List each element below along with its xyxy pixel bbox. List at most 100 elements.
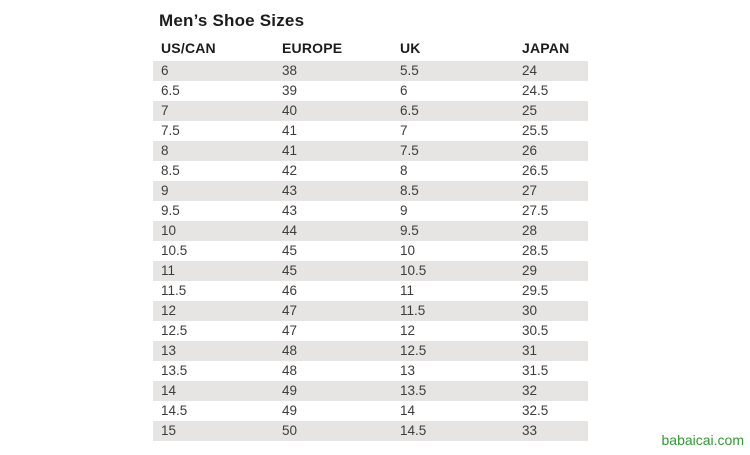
- table-cell: 13: [400, 363, 416, 378]
- column-header: UK: [392, 37, 514, 61]
- table-cell: 6: [400, 83, 408, 98]
- table-cell: 11: [400, 283, 415, 298]
- table-row: 6.5 39 6 24.5: [153, 81, 588, 101]
- table-cell: 9: [400, 203, 408, 218]
- table-cell: 7: [161, 103, 169, 118]
- table-cell: 14: [400, 403, 416, 418]
- table-cell: 8.5: [400, 183, 419, 198]
- table-cell: 7: [400, 123, 408, 138]
- table-cell: 41: [282, 123, 298, 138]
- table-cell: 26: [522, 143, 538, 158]
- table-cell: 45: [282, 243, 298, 258]
- table-cell: 12.5: [400, 343, 427, 358]
- table-row: 9.5 43 9 27.5: [153, 201, 588, 221]
- table-cell: 48: [282, 343, 298, 358]
- page-title: Men’s Shoe Sizes: [159, 11, 305, 30]
- table-cell: 28.5: [522, 243, 549, 258]
- table-cell: 44: [282, 223, 298, 238]
- column-header: EUROPE: [274, 37, 392, 61]
- table-cell: 12.5: [161, 323, 188, 338]
- table-cell: 25: [522, 103, 538, 118]
- table-row: 7 40 6.5 25: [153, 101, 588, 121]
- table-cell: 11: [161, 263, 176, 278]
- table-cell: 10.5: [400, 263, 427, 278]
- table-cell: 10: [161, 223, 177, 238]
- table-header-row: US/CAN EUROPE UK JAPAN: [153, 37, 588, 61]
- table-row: 13 48 12.5 31: [153, 341, 588, 361]
- table-cell: 28: [522, 223, 538, 238]
- table-row: 14 49 13.5 32: [153, 381, 588, 401]
- table-cell: 12: [400, 323, 416, 338]
- table-row: 12 47 11.5 30: [153, 301, 588, 321]
- table-cell: 14.5: [400, 423, 427, 438]
- table-cell: 32: [522, 383, 538, 398]
- table-cell: 13: [161, 343, 177, 358]
- table-cell: 7.5: [161, 123, 180, 138]
- table-cell: 9: [161, 183, 169, 198]
- table-cell: 46: [282, 283, 298, 298]
- table-row: 8.5 42 8 26.5: [153, 161, 588, 181]
- table-cell: 39: [282, 83, 298, 98]
- table-cell: 47: [282, 323, 298, 338]
- table-cell: 50: [282, 423, 298, 438]
- table-cell: 9.5: [161, 203, 180, 218]
- table-cell: 14: [161, 383, 177, 398]
- column-header: US/CAN: [153, 37, 274, 61]
- table-cell: 5.5: [400, 63, 419, 78]
- table-cell: 10: [400, 243, 416, 258]
- table-cell: 8: [161, 143, 169, 158]
- table-cell: 8.5: [161, 163, 180, 178]
- table-cell: 25.5: [522, 123, 549, 138]
- table-cell: 43: [282, 203, 298, 218]
- table-row: 8 41 7.5 26: [153, 141, 588, 161]
- table-cell: 43: [282, 183, 298, 198]
- table-row: 9 43 8.5 27: [153, 181, 588, 201]
- table-cell: 6.5: [161, 83, 180, 98]
- table-row: 7.5 41 7 25.5: [153, 121, 588, 141]
- table-cell: 33: [522, 423, 538, 438]
- table-cell: 12: [161, 303, 177, 318]
- table-cell: 14.5: [161, 403, 188, 418]
- table-cell: 26.5: [522, 163, 549, 178]
- table-cell: 40: [282, 103, 298, 118]
- table-row: 14.5 49 14 32.5: [153, 401, 588, 421]
- table-row: 11 45 10.5 29: [153, 261, 588, 281]
- table-cell: 11.5: [161, 283, 187, 298]
- table-cell: 7.5: [400, 143, 419, 158]
- table-cell: 9.5: [400, 223, 419, 238]
- table-cell: 29.5: [522, 283, 549, 298]
- table-row: 10 44 9.5 28: [153, 221, 588, 241]
- table-cell: 6.5: [400, 103, 419, 118]
- table-cell: 31.5: [522, 363, 549, 378]
- table-cell: 42: [282, 163, 298, 178]
- table-cell: 8: [400, 163, 408, 178]
- table-cell: 30.5: [522, 323, 549, 338]
- table-cell: 11.5: [400, 303, 426, 318]
- table-row: 6 38 5.5 24: [153, 61, 588, 81]
- table-body: 6 38 5.5 24 6.5 39 6 24.5 7 40 6.5 25 7.5 41 7 25.5 8 41 7…: [153, 61, 588, 441]
- table-cell: 24: [522, 63, 538, 78]
- table-cell: 10.5: [161, 243, 188, 258]
- table-cell: 13.5: [161, 363, 188, 378]
- table-cell: 45: [282, 263, 298, 278]
- table-cell: 27.5: [522, 203, 549, 218]
- table-row: 13.5 48 13 31.5: [153, 361, 588, 381]
- table-cell: 31: [522, 343, 538, 358]
- table-cell: 15: [161, 423, 177, 438]
- shoe-size-table: US/CAN EUROPE UK JAPAN 6 38 5.5 24 6.5 39 6 24.5 7 4…: [153, 37, 588, 441]
- table-cell: 49: [282, 403, 298, 418]
- table-row: 10.5 45 10 28.5: [153, 241, 588, 261]
- table-row: 11.5 46 11 29.5: [153, 281, 588, 301]
- column-header: JAPAN: [514, 37, 588, 61]
- table-cell: 27: [522, 183, 538, 198]
- table-cell: 29: [522, 263, 538, 278]
- table-cell: 13.5: [400, 383, 427, 398]
- table-cell: 30: [522, 303, 538, 318]
- table-cell: 6: [161, 63, 169, 78]
- table-cell: 48: [282, 363, 298, 378]
- table-row: 15 50 14.5 33: [153, 421, 588, 441]
- table-cell: 38: [282, 63, 298, 78]
- table-cell: 32.5: [522, 403, 549, 418]
- watermark-text: babaicai.com: [661, 432, 745, 448]
